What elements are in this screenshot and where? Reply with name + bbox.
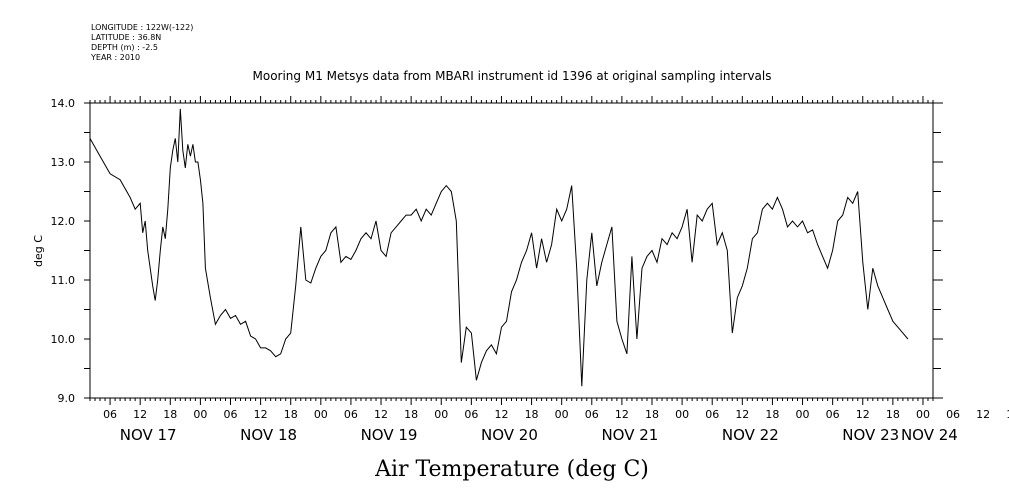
x-day-label: NOV 20 [481, 426, 538, 444]
x-tick-label: 12 [856, 408, 870, 421]
y-tick-label: 11.0 [51, 274, 76, 287]
x-tick-label: 00 [796, 408, 810, 421]
y-tick-label: 12.0 [51, 215, 76, 228]
y-tick-labels: 9.0 10.0 11.0 12.0 13.0 14.0 [51, 97, 76, 405]
x-tick-label: 12 [976, 408, 990, 421]
x-tick-label: 18 [765, 408, 779, 421]
x-tick-label: 06 [464, 408, 478, 421]
x-day-label: NOV 23 [842, 426, 899, 444]
y-tick-label: 14.0 [51, 97, 76, 110]
x-tick-label: 18 [404, 408, 418, 421]
meta-longitude: LONGITUDE : 122W(-122) [91, 23, 193, 32]
metadata-block: LONGITUDE : 122W(-122) LATITUDE : 36.8N … [90, 23, 193, 62]
x-tick-label: 12 [615, 408, 629, 421]
x-day-label: NOV 18 [240, 426, 297, 444]
x-tick-label: 00 [314, 408, 328, 421]
x-tick-label: 18 [645, 408, 659, 421]
x-tick-label: 06 [826, 408, 840, 421]
x-tick-label: 12 [735, 408, 749, 421]
x-day-label: NOV 17 [120, 426, 177, 444]
x-axis-label: Air Temperature (deg C) [374, 457, 649, 482]
y-tick-label: 9.0 [58, 392, 76, 405]
x-day-label: NOV 21 [601, 426, 658, 444]
x-tick-label: 06 [103, 408, 117, 421]
x-tick-label: 00 [675, 408, 689, 421]
x-tick-label: 12 [254, 408, 268, 421]
x-tick-label: 00 [916, 408, 930, 421]
x-tick-label: 06 [224, 408, 238, 421]
x-tick-label: 06 [946, 408, 960, 421]
x-tick-label: 12 [494, 408, 508, 421]
x-tick-label: 12 [133, 408, 147, 421]
x-day-label: NOV 22 [722, 426, 779, 444]
x-tick-label: 06 [585, 408, 599, 421]
meta-year: YEAR : 2010 [90, 53, 140, 62]
x-tick-label: 18 [525, 408, 539, 421]
x-tick-label: 00 [434, 408, 448, 421]
x-tick-label: 00 [555, 408, 569, 421]
x-tick-label: 18 [284, 408, 298, 421]
y-axis-label: deg C [32, 235, 45, 267]
x-day-label: NOV 19 [361, 426, 418, 444]
x-day-label: NOV 24 [901, 426, 958, 444]
x-tick-label: 00 [193, 408, 207, 421]
y-tick-label: 13.0 [51, 156, 76, 169]
axis-ticks [84, 96, 943, 405]
x-day-labels: NOV 17 NOV 18 NOV 19 NOV 20 NOV 21 NOV 22 NOV … [120, 426, 958, 444]
plot-frame [89, 102, 934, 399]
x-tick-label: 06 [344, 408, 358, 421]
x-tick-label: 12 [374, 408, 388, 421]
x-tick-labels: 06 12 18 00 06 12 18 00 06 12 18 00 06 12 18 00 06 12 18 00… [103, 408, 1009, 421]
x-tick-label: 06 [705, 408, 719, 421]
chart-title: Mooring M1 Metsys data from MBARI instru… [253, 69, 772, 83]
meta-latitude: LATITUDE : 36.8N [91, 33, 161, 42]
x-tick-label: 18 [163, 408, 177, 421]
y-tick-label: 10.0 [51, 333, 76, 346]
series-line [89, 108, 909, 387]
x-tick-label: 18 [1006, 408, 1009, 421]
x-tick-label: 18 [886, 408, 900, 421]
meta-depth: DEPTH (m) : -2.5 [91, 43, 158, 52]
